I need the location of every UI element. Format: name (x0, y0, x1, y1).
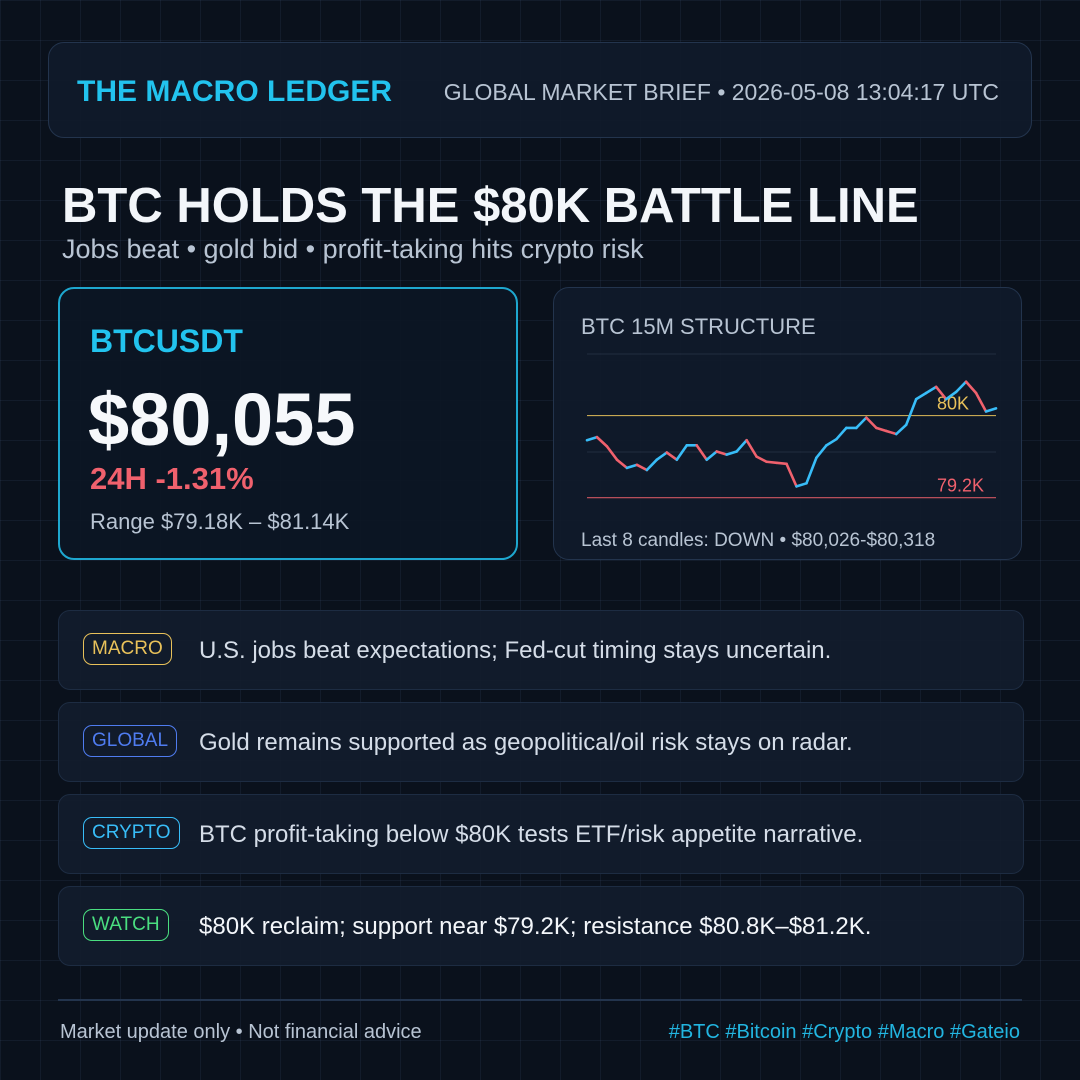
price-segment (585, 435, 598, 442)
brand: THE MACRO LEDGER (77, 75, 392, 108)
price-segment (874, 426, 888, 432)
price-segment (724, 449, 738, 456)
news-tag: MACRO (83, 633, 172, 665)
price-segment (625, 463, 638, 469)
price-segment (665, 450, 678, 461)
level-label: 80K (937, 393, 969, 413)
price-segment (884, 429, 898, 435)
disclaimer: Market update only • Not financial advic… (60, 1021, 422, 1043)
price-segment (964, 379, 977, 394)
price-segment (694, 443, 708, 461)
price: $80,055 (88, 378, 356, 461)
price-segment (774, 460, 788, 465)
price-segment (734, 438, 748, 453)
price-segment (645, 457, 658, 471)
price-segment (854, 415, 868, 429)
price-segment (655, 450, 668, 461)
news-text: BTC profit-taking below $80K tests ETF/r… (199, 821, 864, 848)
price-segment (804, 455, 818, 485)
price-segment (794, 481, 808, 488)
price-segment (704, 449, 718, 461)
range: Range $79.18K – $81.14K (90, 509, 350, 534)
news-item: GLOBAL Gold remains supported as geopolit… (58, 702, 1024, 782)
price-segment (754, 454, 768, 463)
headline: BTC HOLDS THE $80K BATTLE LINE (62, 179, 919, 233)
price-segment (635, 463, 648, 471)
chart-title: BTC 15M STRUCTURE (581, 313, 816, 338)
price-segment (944, 390, 957, 400)
price-segment (595, 435, 608, 448)
price-segment (744, 438, 758, 458)
price-segment (764, 459, 778, 464)
ticker-card: BTCUSDT $80,055 24H -1.31% Range $79.18K… (58, 287, 518, 560)
subheadline: Jobs beat • gold bid • profit-taking hit… (62, 234, 644, 264)
price-segment (674, 443, 688, 461)
price-segment (784, 462, 798, 488)
hashtags: #BTC #Bitcoin #Crypto #Macro #Gateio (668, 1021, 1020, 1043)
chart: BTC 15M STRUCTURE Last 8 candles: DOWN •… (581, 313, 997, 551)
change: 24H -1.31% (90, 461, 254, 496)
price-segment (605, 444, 618, 461)
news-tag: CRYPTO (83, 817, 180, 849)
price-segment (914, 391, 927, 400)
meta: GLOBAL MARKET BRIEF • 2026-05-08 13:04:1… (443, 79, 999, 105)
price-segment (904, 397, 917, 426)
news-tag: GLOBAL (83, 725, 178, 757)
price-segment (954, 379, 967, 393)
news-text: Gold remains supported as geopolitical/o… (199, 729, 853, 756)
header: THE MACRO LEDGER GLOBAL MARKET BRIEF • 2… (48, 42, 1032, 138)
divider (58, 999, 1022, 1001)
news-text: $80K reclaim; support near $79.2K; resis… (199, 913, 872, 940)
symbol: BTCUSDT (90, 323, 243, 359)
news-item: CRYPTO BTC profit-taking below $80K tests… (58, 794, 1024, 874)
news-tag: WATCH (83, 909, 169, 941)
price-segment (934, 385, 947, 400)
news-text: U.S. jobs beat expectations; Fed-cut tim… (199, 637, 832, 664)
price-segment (714, 449, 728, 456)
price-segment (894, 423, 908, 435)
price-segment (864, 415, 878, 429)
level-label: 79.2K (937, 475, 984, 495)
price-segment (615, 457, 628, 469)
price-segment (974, 391, 987, 413)
price-segment (824, 437, 838, 447)
price-segment (924, 385, 937, 394)
chart-card: BTC 15M STRUCTURE Last 8 candles: DOWN •… (553, 287, 1022, 560)
chart-footnote: Last 8 candles: DOWN • $80,026-$80,318 (581, 530, 935, 551)
price-segment (814, 443, 828, 459)
news-item: WATCH $80K reclaim; support near $79.2K; … (58, 886, 1024, 966)
price-segment (834, 426, 848, 440)
price-segment (984, 406, 997, 413)
news-item: MACRO U.S. jobs beat expectations; Fed-cu… (58, 610, 1024, 690)
